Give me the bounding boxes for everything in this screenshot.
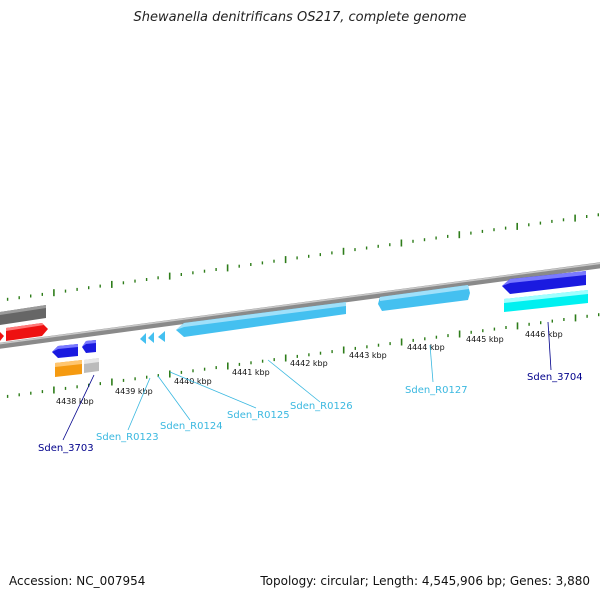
rna-gene-r0124[interactable] (148, 332, 154, 343)
scale-label: 4438 kbp (56, 397, 94, 406)
gene-label[interactable]: Sden_R0125 (227, 410, 290, 421)
lower-tick-track (6, 313, 600, 398)
genome-summary-text: Topology: circular; Length: 4,545,906 bp… (260, 574, 590, 588)
scale-label: 4442 kbp (290, 359, 328, 368)
scale-label: 4444 kbp (407, 343, 445, 352)
reverse-strand-features (52, 302, 346, 377)
scale-label: 4441 kbp (232, 368, 270, 377)
gene-label[interactable]: Sden_R0126 (290, 401, 353, 412)
scale-label: 4443 kbp (349, 351, 387, 360)
rna-gene-r0125[interactable] (158, 331, 165, 342)
scale-labels: 4438 kbp 4439 kbp 4440 kbp 4441 kbp 4442… (56, 330, 563, 406)
leader-lines (62, 321, 552, 441)
gene-label[interactable]: Sden_R0123 (96, 432, 159, 443)
upper-tick-track (6, 213, 599, 301)
scale-label: 4445 kbp (466, 335, 504, 344)
forward-strand-features (0, 271, 588, 341)
gene-label[interactable]: Sden_R0124 (160, 421, 223, 432)
gene-label[interactable]: Sden_3703 (38, 443, 94, 454)
scale-label: 4446 kbp (525, 330, 563, 339)
gene-labels: Sden_3703 Sden_R0123 Sden_R0124 Sden_R01… (38, 372, 583, 454)
gray-gene[interactable] (0, 305, 46, 325)
gene-label[interactable]: Sden_R0127 (405, 385, 468, 396)
gene-label[interactable]: Sden_3704 (527, 372, 583, 383)
rna-gene-r0123[interactable] (140, 333, 146, 344)
genome-backbone (0, 262, 600, 349)
accession-text: Accession: NC_007954 (9, 574, 146, 588)
map-title: Shewanella denitrificans OS217, complete… (133, 10, 467, 25)
scale-label: 4439 kbp (115, 387, 153, 396)
red-gene-fragment[interactable] (0, 332, 4, 341)
